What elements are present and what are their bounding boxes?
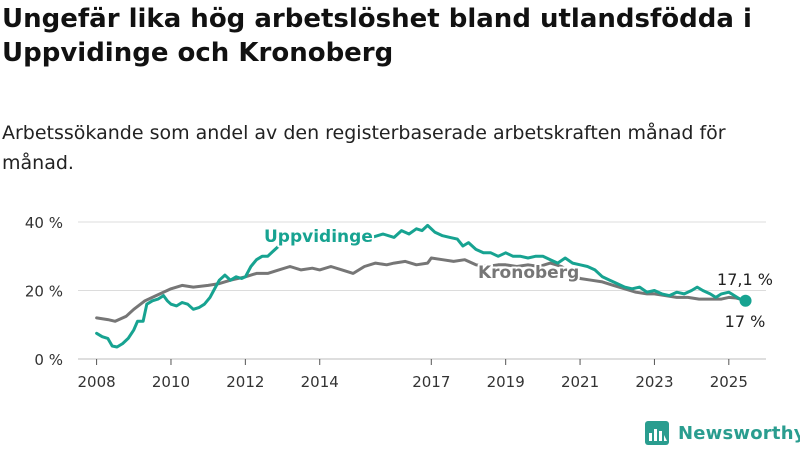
y-tick-label: 20 % bbox=[25, 283, 63, 301]
x-tick-label: 2019 bbox=[487, 373, 525, 391]
series-labels: Uppvidinge Kronoberg 17,1 % 17 % bbox=[262, 225, 775, 333]
series-line-kronoberg bbox=[95, 256, 747, 323]
y-tick-label: 40 % bbox=[25, 214, 63, 232]
series-label-uppvidinge: Uppvidinge bbox=[264, 227, 373, 247]
x-tick-label: 2014 bbox=[301, 373, 339, 391]
x-tick-label: 2010 bbox=[152, 373, 190, 391]
end-label-uppvidinge: 17 % bbox=[725, 312, 766, 331]
x-tick-label: 2021 bbox=[561, 373, 599, 391]
y-tick-label: 0 % bbox=[34, 351, 63, 369]
brand-logo: Newsworthy bbox=[644, 419, 800, 447]
x-tick-label: 2008 bbox=[78, 373, 116, 391]
series-label-kronoberg: Kronoberg bbox=[478, 263, 579, 283]
chart-title: Ungefär lika hög arbetslöshet bland utla… bbox=[2, 4, 752, 68]
x-tick-label: 2012 bbox=[226, 373, 264, 391]
x-axis: 2008 2010 2012 2014 2017 2019 2021 2023 2025 bbox=[78, 359, 748, 391]
chart-subtitle: Arbetssökande som andel av den registerb… bbox=[2, 122, 726, 174]
series-line-uppvidinge bbox=[95, 223, 747, 349]
x-tick-label: 2017 bbox=[412, 373, 450, 391]
x-tick-label: 2025 bbox=[710, 373, 748, 391]
brand-name: Newsworthy bbox=[678, 422, 800, 444]
x-tick-label: 2023 bbox=[635, 373, 673, 391]
series-lines bbox=[95, 223, 752, 349]
end-point-uppvidinge bbox=[739, 294, 752, 307]
newsworthy-icon bbox=[645, 421, 669, 445]
end-label-kronoberg: 17,1 % bbox=[717, 270, 773, 289]
